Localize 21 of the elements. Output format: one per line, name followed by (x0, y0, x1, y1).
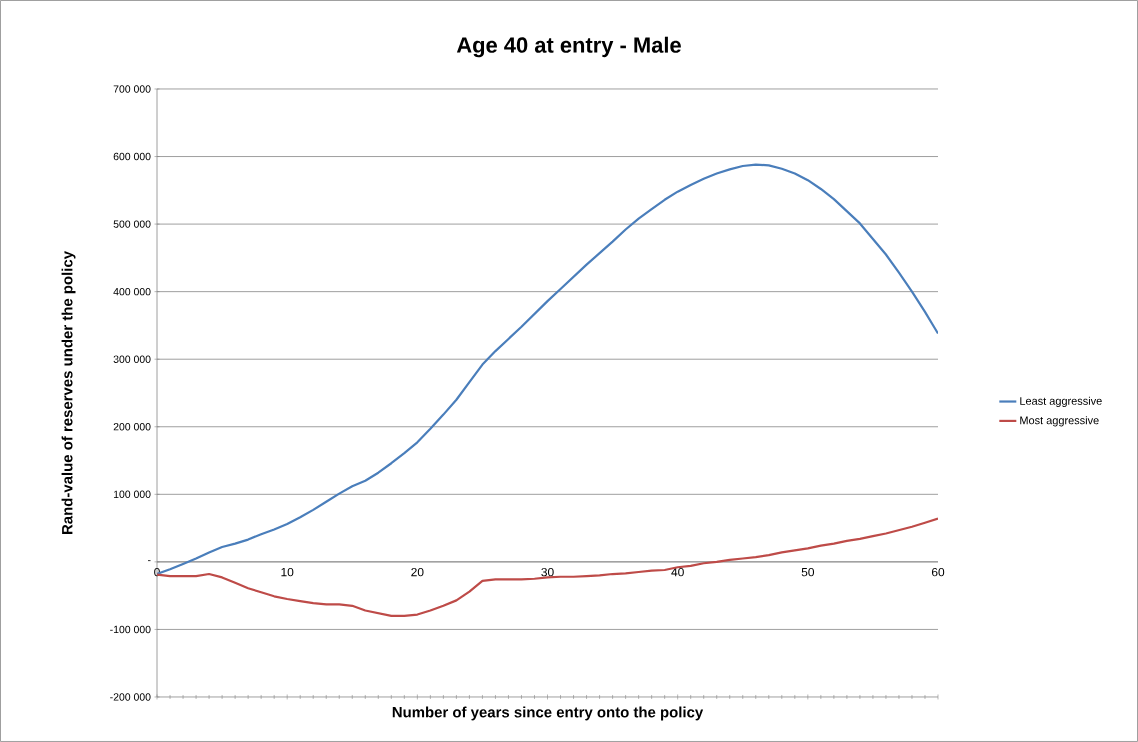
y-tick-label: 200 000 (113, 423, 151, 431)
chart-title: Age 40 at entry - Male (456, 36, 681, 58)
legend-label: Most aggressive (1020, 416, 1099, 427)
legend-label: Least aggressive (1020, 396, 1102, 408)
x-tick-label: 10 (281, 567, 294, 577)
y-tick-label: 700 000 (113, 85, 151, 93)
y-tick-label: 400 000 (113, 287, 151, 296)
y-tick-label: 500 000 (113, 220, 151, 228)
y-tick-label: -100 000 (110, 625, 151, 634)
y-tick-label: 600 000 (113, 152, 151, 161)
x-axis-title: Number of years since entry onto the policy (392, 706, 704, 721)
x-tick-label: 50 (801, 567, 815, 577)
y-tick-label: -200 000 (110, 693, 151, 701)
y-tick-label: 100 000 (113, 490, 151, 499)
x-tick-label: 40 (671, 567, 684, 577)
y-axis-title: Rand-value of reserves under the policy (61, 251, 76, 534)
y-tick-label: - (147, 560, 151, 562)
x-tick-label: 30 (541, 567, 554, 577)
y-tick-label: 300 000 (113, 355, 151, 363)
x-tick-label: 20 (411, 567, 424, 577)
x-tick-label: 60 (931, 567, 945, 577)
